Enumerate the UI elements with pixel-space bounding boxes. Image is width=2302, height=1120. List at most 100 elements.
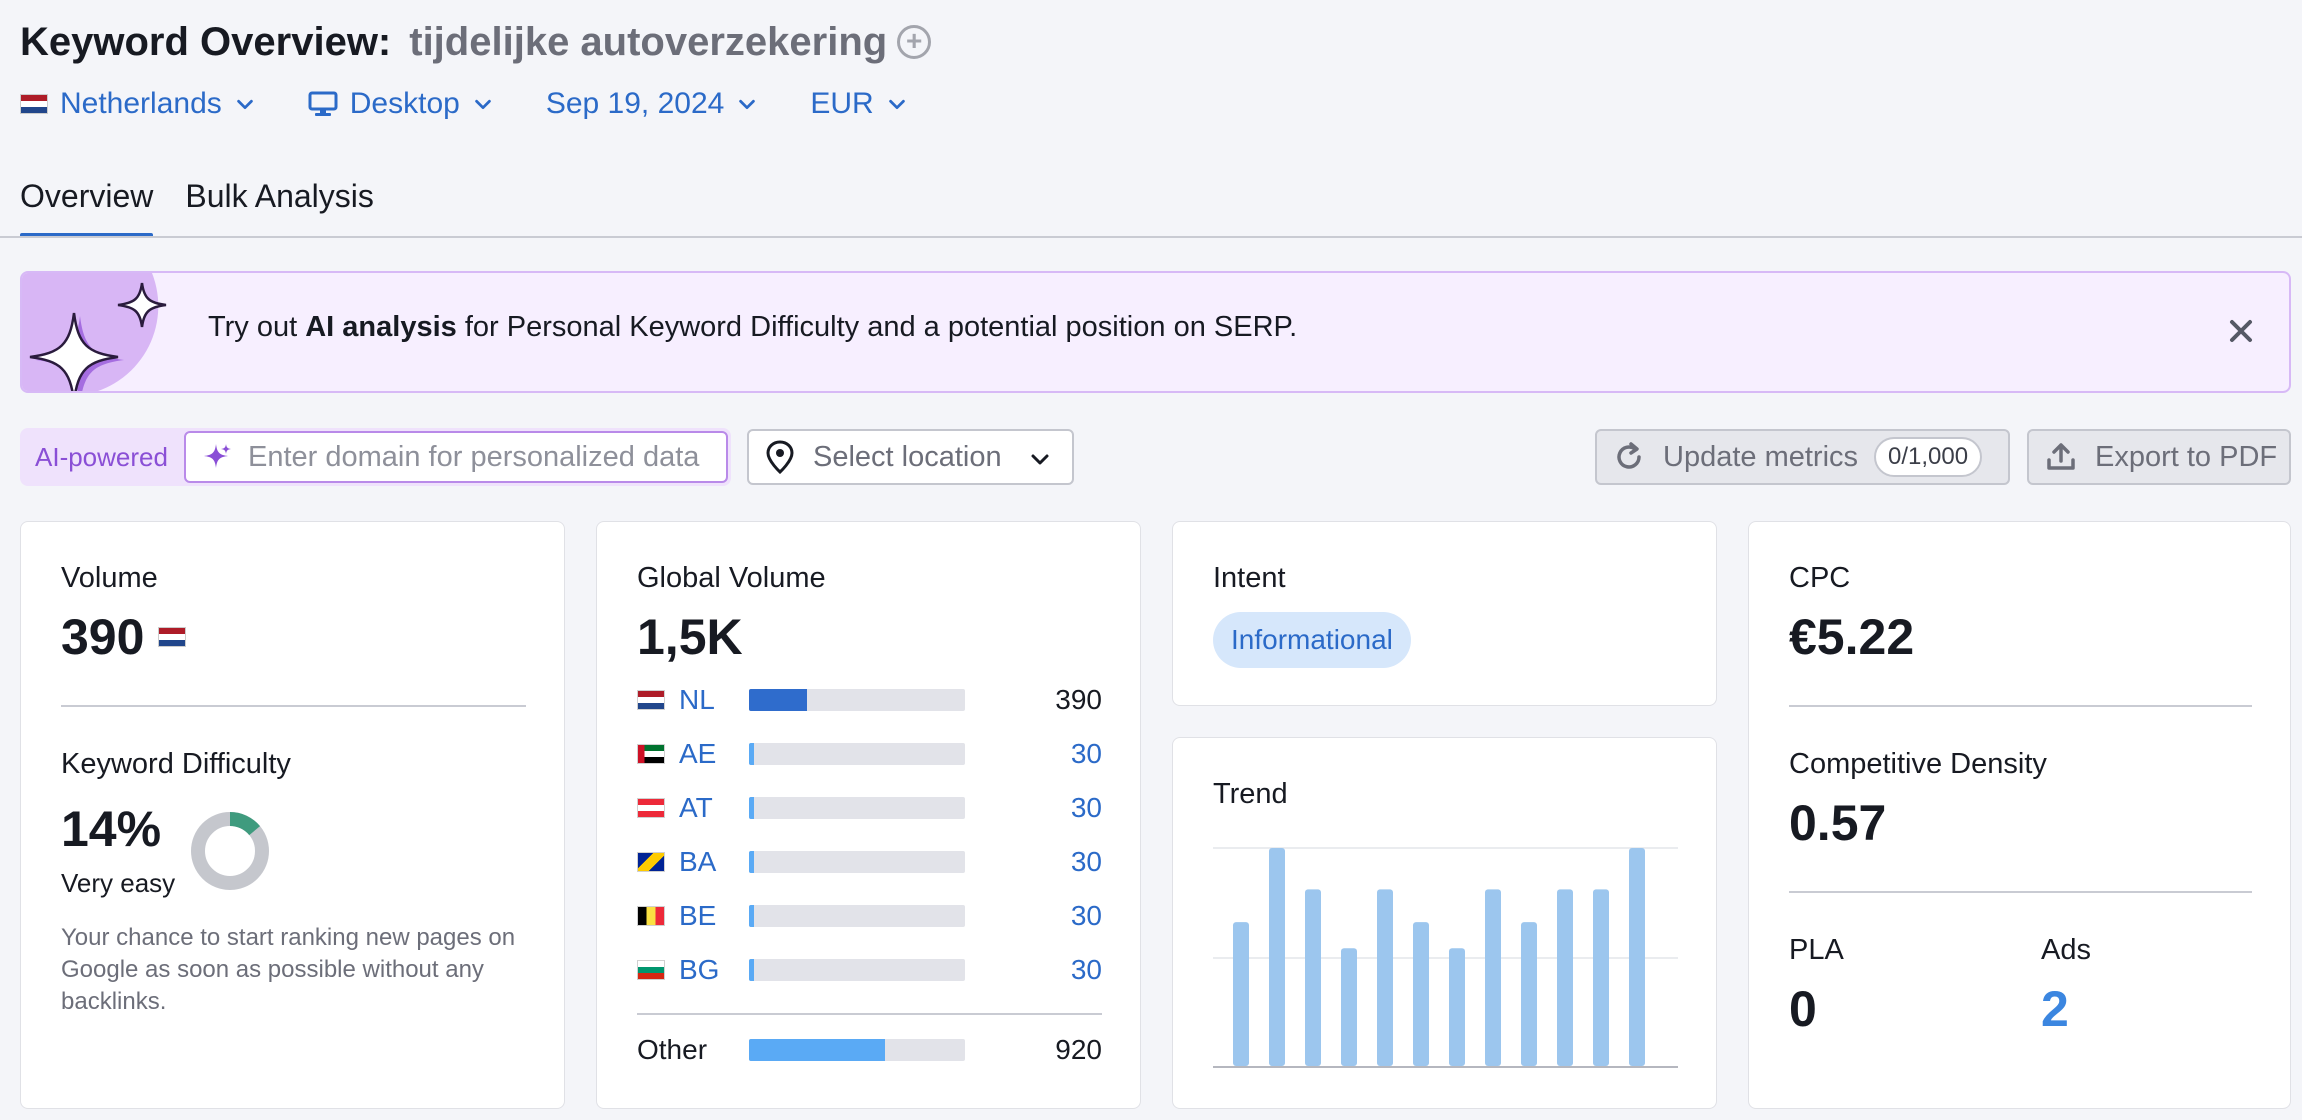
trend-card: Trend (1172, 737, 1717, 1109)
kd-description: Your chance to start ranking new pages o… (61, 924, 516, 1015)
trend-bar[interactable] (1269, 848, 1285, 1066)
gv-country-code[interactable]: BA (679, 846, 717, 877)
gv-value[interactable]: 30 (1070, 738, 1102, 769)
gv-row-be: BE 30 (637, 896, 1102, 936)
gv-country-code[interactable]: NL (679, 684, 715, 715)
gv-value[interactable]: 30 (1070, 792, 1102, 823)
currency-filter[interactable]: EUR (810, 87, 907, 121)
date-filter[interactable]: Sep 19, 2024 (546, 87, 759, 121)
tab-overview[interactable]: Overview (20, 168, 154, 238)
gv-value[interactable]: 30 (1070, 900, 1102, 931)
device-filter[interactable]: Desktop (308, 87, 494, 121)
currency-filter-label: EUR (810, 87, 874, 120)
kd-label: Keyword Difficulty (61, 748, 291, 780)
gv-value[interactable]: 30 (1070, 954, 1102, 985)
device-filter-label: Desktop (349, 87, 460, 120)
add-keyword-icon[interactable]: + (897, 25, 932, 59)
kd-donut-chart (191, 812, 269, 890)
trend-bar[interactable] (1377, 889, 1393, 1066)
close-icon[interactable] (2223, 313, 2259, 349)
gv-value: 390 (1055, 684, 1102, 715)
intent-card: Intent Informational (1172, 521, 1717, 706)
export-pdf-button[interactable]: Export to PDF (2027, 429, 2291, 485)
date-filter-label: Sep 19, 2024 (545, 87, 725, 120)
gv-bar-fill (749, 797, 755, 819)
gv-row-at: AT 30 (637, 788, 1102, 828)
domain-input-wrapper (184, 431, 728, 483)
gv-row-ae: AE 30 (637, 734, 1102, 774)
cpc-card: CPC €5.22 Competitive Density 0.57 PLA 0… (1748, 521, 2291, 1109)
gv-bar (749, 851, 965, 873)
banner-highlight: AI analysis (305, 311, 457, 343)
intent-label: Intent (1213, 562, 1286, 594)
gv-value[interactable]: 30 (1070, 846, 1102, 877)
ai-analysis-banner: Try out AI analysis for Personal Keyword… (20, 271, 2291, 393)
gv-bar (749, 905, 965, 927)
trend-bar[interactable] (1629, 848, 1645, 1066)
chevron-down-icon (739, 99, 756, 110)
ai-domain-group: AI-powered (20, 428, 731, 486)
kd-donut-fill (229, 812, 261, 836)
gv-bar-fill (749, 905, 755, 927)
cpc-label: CPC (1789, 562, 1851, 594)
domain-input[interactable] (248, 440, 718, 474)
kd-value: 14% (61, 801, 162, 857)
ba-flag-icon (637, 852, 665, 872)
trend-bar[interactable] (1449, 948, 1465, 1066)
gv-row-nl: NL 390 (637, 680, 1102, 720)
trend-bar[interactable] (1485, 889, 1501, 1066)
update-metrics-button[interactable]: Update metrics 0/1,000 (1595, 429, 2010, 485)
chevron-down-icon (236, 99, 253, 110)
upload-icon (2047, 443, 2075, 470)
filter-bar: Netherlands Desktop Sep 19, 2024 EUR (20, 82, 960, 126)
ai-powered-label: AI-powered (35, 442, 168, 472)
country-filter[interactable]: Netherlands (20, 87, 256, 121)
ads-label: Ads (2041, 934, 2091, 966)
gv-other-row: Other 920 (637, 1030, 1102, 1070)
card-divider (637, 1013, 1102, 1015)
gv-bar (749, 743, 965, 765)
country-filter-label: Netherlands (60, 87, 222, 120)
chevron-down-icon (1031, 454, 1049, 465)
ads-value[interactable]: 2 (2041, 981, 2069, 1037)
competitive-density-value: 0.57 (1789, 795, 1887, 851)
global-volume-value: 1,5K (637, 609, 743, 665)
gv-row-bg: BG 30 (637, 950, 1102, 990)
gv-other-bar-fill (749, 1039, 886, 1061)
pla-label: PLA (1789, 934, 1844, 966)
intent-badge: Informational (1213, 612, 1411, 668)
volume-value: 390 (61, 609, 145, 665)
location-select[interactable]: Select location (747, 429, 1074, 485)
gv-bar-fill (749, 743, 755, 765)
trend-bar[interactable] (1341, 948, 1357, 1066)
gv-other-label: Other (637, 1034, 708, 1065)
gv-bar-fill (749, 959, 755, 981)
gv-other-bar (749, 1039, 965, 1061)
gv-country-code[interactable]: BE (679, 900, 717, 931)
ae-flag-icon (637, 744, 665, 764)
gv-country-code[interactable]: BG (679, 954, 720, 985)
trend-label: Trend (1213, 778, 1288, 810)
tab-bulk-analysis[interactable]: Bulk Analysis (185, 178, 374, 214)
trend-bar[interactable] (1557, 889, 1573, 1066)
gv-bar (749, 689, 965, 711)
trend-bar[interactable] (1233, 922, 1249, 1066)
at-flag-icon (637, 798, 665, 818)
gv-country-code[interactable]: AT (679, 792, 713, 823)
gv-bar-fill (749, 851, 755, 873)
trend-bar[interactable] (1305, 889, 1321, 1066)
page-title: Keyword Overview: (20, 19, 392, 64)
update-metrics-count: 0/1,000 (1874, 437, 1983, 477)
trend-bar[interactable] (1413, 922, 1429, 1066)
be-flag-icon (637, 906, 665, 926)
tabs-divider (0, 236, 2302, 238)
gv-row-ba: BA 30 (637, 842, 1102, 882)
trend-bar[interactable] (1593, 889, 1609, 1066)
chevron-down-icon (888, 99, 905, 110)
global-volume-card: Global Volume 1,5K Other 920 NL 390 AE 30 AT… (596, 521, 1141, 1109)
sparkles-icon (22, 273, 167, 391)
gv-bar-fill (749, 689, 808, 711)
gv-country-code[interactable]: AE (679, 738, 717, 769)
trend-bar[interactable] (1521, 922, 1537, 1066)
gv-bar (749, 797, 965, 819)
